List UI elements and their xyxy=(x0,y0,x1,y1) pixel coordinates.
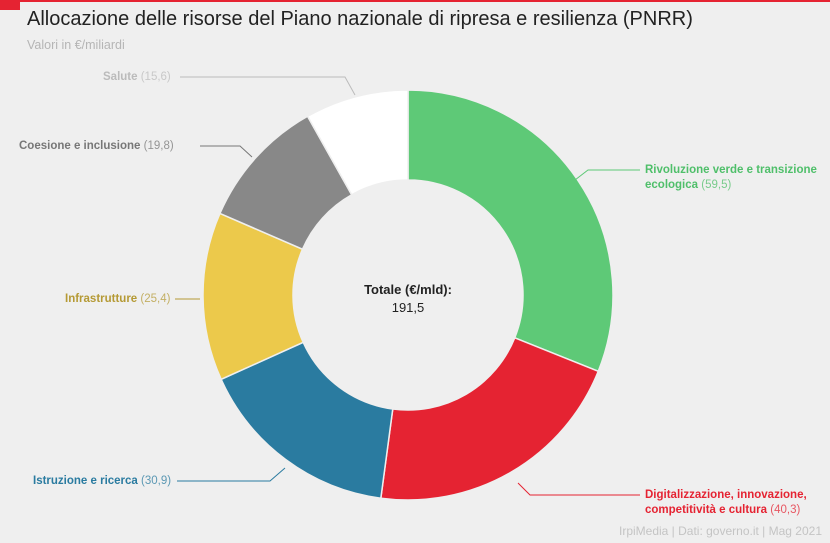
leader-line-red xyxy=(517,482,640,496)
chart-title: Allocazione delle risorse del Piano nazi… xyxy=(27,8,693,30)
leader-line-green xyxy=(574,169,640,181)
chart-subtitle: Valori in €/miliardi xyxy=(27,38,125,52)
total-label: Totale (€/mld): xyxy=(364,282,452,297)
donut-slice-0 xyxy=(407,89,614,373)
leader-line-blue xyxy=(177,467,286,482)
source-footer: IrpiMedia | Dati: governo.it | Mag 2021 xyxy=(618,524,822,538)
label-rivoluzione-verde: Rivoluzione verde e transizione ecologic… xyxy=(645,164,817,191)
donut-slice-5 xyxy=(306,89,409,196)
leader-line-gray xyxy=(200,145,253,158)
donut-slice-1 xyxy=(379,336,600,501)
label-infrastrutture: Infrastrutture (25,4) xyxy=(65,293,171,305)
donut-center-total: Totale (€/mld): 191,5 xyxy=(308,281,508,317)
label-salute: Salute (15,6) xyxy=(103,71,171,83)
leader-line-white xyxy=(180,76,356,96)
label-coesione: Coesione e inclusione (19,8) xyxy=(19,140,174,152)
label-digitalizzazione: Digitalizzazione, innovazione, competiti… xyxy=(645,489,807,516)
total-value: 191,5 xyxy=(391,300,425,315)
top-accent-bar xyxy=(0,0,830,2)
top-accent-block xyxy=(0,0,20,10)
label-istruzione: Istruzione e ricerca (30,9) xyxy=(33,475,172,487)
